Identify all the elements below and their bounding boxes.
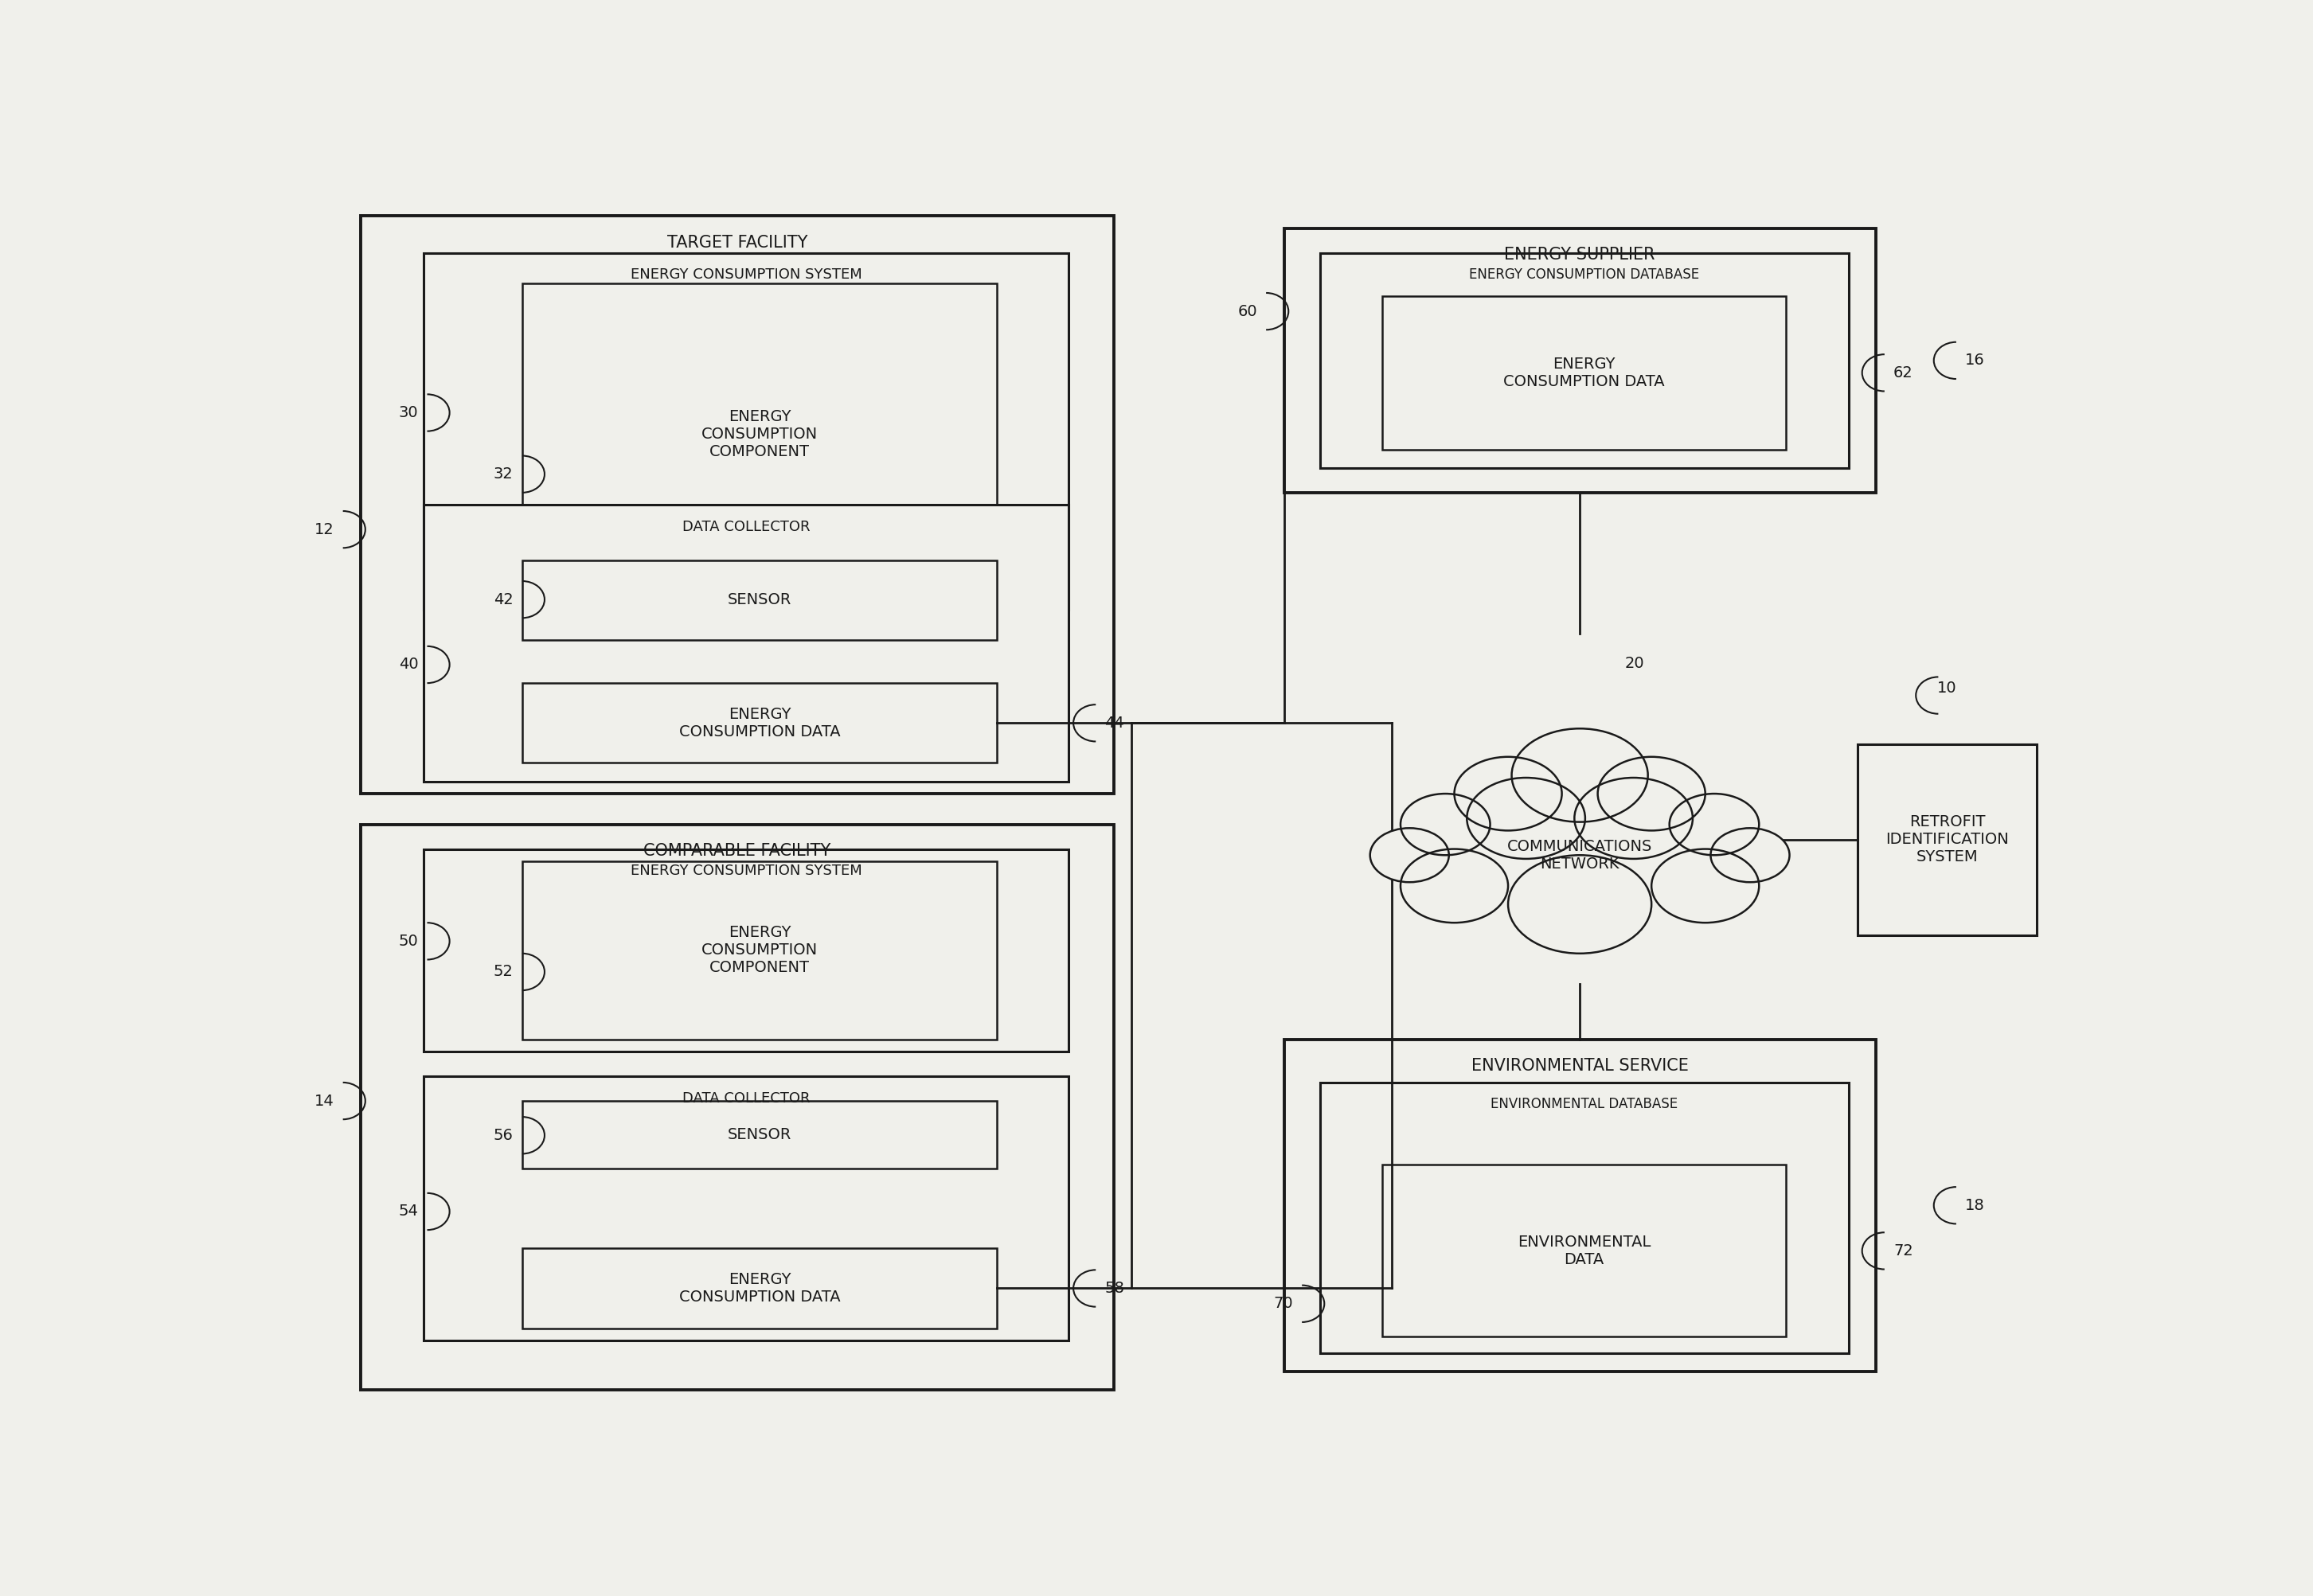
Circle shape	[1455, 757, 1561, 830]
Text: 70: 70	[1274, 1296, 1293, 1312]
Bar	[423, 504, 1069, 782]
Bar	[1383, 1165, 1786, 1337]
Text: COMMUNICATIONS
NETWORK: COMMUNICATIONS NETWORK	[1508, 839, 1651, 871]
Bar	[523, 1248, 997, 1328]
Text: 12: 12	[315, 522, 333, 536]
Text: ENVIRONMENTAL
DATA: ENVIRONMENTAL DATA	[1517, 1235, 1651, 1267]
Text: 16: 16	[1966, 353, 1985, 369]
Text: SENSOR: SENSOR	[729, 592, 791, 608]
Text: 52: 52	[493, 964, 513, 980]
Text: SENSOR: SENSOR	[729, 1127, 791, 1143]
Bar	[523, 284, 997, 584]
Circle shape	[1399, 849, 1508, 922]
Text: 56: 56	[493, 1128, 513, 1143]
Circle shape	[1651, 849, 1760, 922]
Text: 50: 50	[398, 934, 419, 948]
Bar	[1383, 295, 1786, 450]
Circle shape	[1466, 777, 1584, 859]
Text: 30: 30	[398, 405, 419, 420]
Bar	[1857, 744, 2038, 935]
Text: DATA COLLECTOR: DATA COLLECTOR	[682, 520, 810, 535]
Bar	[423, 252, 1069, 610]
Text: 40: 40	[398, 658, 419, 672]
Text: 18: 18	[1966, 1199, 1985, 1213]
Text: ENERGY
CONSUMPTION
COMPONENT: ENERGY CONSUMPTION COMPONENT	[701, 926, 819, 975]
Bar	[523, 862, 997, 1039]
Text: 20: 20	[1624, 656, 1645, 670]
Circle shape	[1712, 828, 1790, 883]
Text: ENVIRONMENTAL SERVICE: ENVIRONMENTAL SERVICE	[1471, 1058, 1688, 1074]
Circle shape	[1575, 777, 1693, 859]
Text: 14: 14	[315, 1093, 333, 1109]
Text: ENERGY
CONSUMPTION DATA: ENERGY CONSUMPTION DATA	[680, 1272, 840, 1304]
Text: 60: 60	[1237, 303, 1258, 319]
Text: ENERGY CONSUMPTION SYSTEM: ENERGY CONSUMPTION SYSTEM	[631, 863, 863, 878]
Text: ENERGY CONSUMPTION DATABASE: ENERGY CONSUMPTION DATABASE	[1469, 268, 1700, 282]
Text: TARGET FACILITY: TARGET FACILITY	[666, 235, 807, 251]
Circle shape	[1598, 757, 1705, 830]
Bar	[1284, 228, 1876, 493]
Text: COMPARABLE FACILITY: COMPARABLE FACILITY	[643, 843, 830, 859]
Circle shape	[1402, 793, 1490, 855]
Text: 32: 32	[493, 466, 513, 482]
Text: ENERGY CONSUMPTION SYSTEM: ENERGY CONSUMPTION SYSTEM	[631, 268, 863, 282]
Bar	[523, 560, 997, 640]
Bar	[1321, 254, 1848, 468]
Text: 72: 72	[1894, 1243, 1913, 1258]
Circle shape	[1369, 828, 1448, 883]
Bar	[361, 215, 1115, 793]
Text: 54: 54	[398, 1203, 419, 1219]
Text: 42: 42	[493, 592, 513, 606]
Text: 58: 58	[1106, 1280, 1124, 1296]
Circle shape	[1508, 855, 1651, 953]
Bar	[523, 1101, 997, 1168]
Bar	[1321, 1082, 1848, 1353]
Text: RETROFIT
IDENTIFICATION
SYSTEM: RETROFIT IDENTIFICATION SYSTEM	[1885, 814, 2010, 865]
Text: DATA COLLECTOR: DATA COLLECTOR	[682, 1092, 810, 1106]
Text: ENERGY
CONSUMPTION
COMPONENT: ENERGY CONSUMPTION COMPONENT	[701, 409, 819, 460]
Circle shape	[1670, 793, 1760, 855]
Text: 62: 62	[1894, 365, 1913, 380]
Text: 44: 44	[1106, 715, 1124, 731]
Text: ENERGY
CONSUMPTION DATA: ENERGY CONSUMPTION DATA	[680, 707, 840, 739]
Bar	[361, 825, 1115, 1390]
Text: ENERGY
CONSUMPTION DATA: ENERGY CONSUMPTION DATA	[1503, 356, 1665, 389]
Bar	[1284, 1039, 1876, 1371]
Circle shape	[1513, 728, 1647, 822]
Text: ENERGY SUPPLIER: ENERGY SUPPLIER	[1503, 247, 1656, 263]
Bar	[523, 683, 997, 763]
Text: 10: 10	[1938, 680, 1957, 696]
Bar	[423, 1076, 1069, 1341]
Text: ENVIRONMENTAL DATABASE: ENVIRONMENTAL DATABASE	[1490, 1096, 1677, 1111]
Bar	[423, 849, 1069, 1052]
